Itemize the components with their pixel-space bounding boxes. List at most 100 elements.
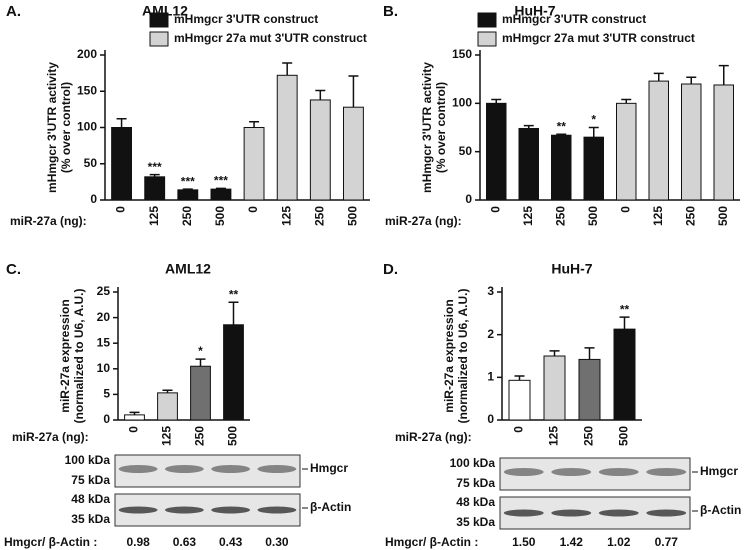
band-label: Hmgcr [310, 461, 348, 475]
ladder-label: 100 kDa [65, 453, 111, 467]
ratio-value: 0.30 [265, 535, 289, 549]
x-tick-label: 250 [582, 426, 596, 446]
blot-band [164, 506, 204, 514]
y-axis-label: mHmgcr 3'UTR activity [420, 62, 434, 193]
y-axis-label: (normalized to U6, A.U.) [456, 289, 470, 424]
bar [124, 414, 145, 421]
x-tick-label: 0 [127, 426, 141, 433]
y-axis-label: (% over control) [59, 82, 73, 173]
blot-band [551, 509, 592, 517]
x-tick-label: 125 [147, 206, 161, 226]
x-tick-label: 500 [586, 206, 600, 226]
x-axis-label: miR-27a (ng): [395, 430, 472, 444]
bar [276, 74, 298, 201]
x-tick-label: 250 [553, 206, 567, 226]
y-axis-label: mHmgcr 3'UTR activity [45, 62, 59, 193]
error-bar [549, 350, 560, 356]
x-tick-label: 125 [521, 206, 535, 226]
legend-label: mHmgcr 27a mut 3'UTR construct [502, 31, 695, 45]
x-axis-label: miR-27a (ng): [10, 214, 87, 228]
significance-label: ** [620, 302, 630, 316]
error-bar [584, 347, 595, 360]
x-axis-label: miR-27a (ng): [12, 430, 89, 444]
y-tick-label: 150 [77, 83, 97, 97]
error-bar [282, 62, 293, 76]
chart-title: AML12 [165, 261, 211, 277]
y-axis-label: (normalized to U6, A.U.) [72, 289, 86, 424]
bar [223, 324, 244, 421]
error-bar [195, 358, 206, 367]
error-bar [556, 133, 567, 136]
bar [157, 392, 178, 421]
bar [144, 176, 166, 201]
bar [713, 84, 734, 201]
blot-band [503, 509, 544, 517]
bar [613, 328, 636, 421]
bar [583, 136, 604, 201]
y-axis-label: miR-27a expression [58, 299, 72, 412]
y-axis-label: (% over control) [434, 82, 448, 173]
bar [309, 99, 331, 201]
ratio-label: Hmgcr/ β-Actin : [4, 535, 97, 549]
ratio-value: 0.98 [126, 535, 150, 549]
legend-swatch [477, 31, 497, 47]
bar [648, 80, 669, 201]
ladder-label: 75 kDa [71, 473, 110, 487]
bar [551, 134, 572, 201]
error-bar [348, 75, 359, 108]
ratio-label: Hmgcr/ β-Actin : [385, 535, 478, 549]
error-bar [621, 98, 632, 104]
blot-band [118, 465, 158, 473]
significance-label: * [591, 113, 596, 127]
ratio-value: 1.42 [560, 535, 584, 549]
ratio-value: 1.50 [512, 535, 536, 549]
error-bar [619, 316, 630, 330]
blot-band [257, 465, 297, 473]
bar [681, 83, 702, 201]
y-tick-label: 0 [103, 412, 110, 426]
bar [177, 189, 199, 201]
x-tick-label: 250 [180, 206, 194, 226]
legend-label: mHmgcr 3'UTR construct [502, 12, 646, 26]
y-tick-label: 2 [487, 327, 494, 341]
y-tick-label: 100 [452, 96, 472, 110]
ladder-label: 48 kDa [456, 495, 495, 509]
error-bar [514, 375, 525, 381]
blot-band [598, 468, 639, 476]
error-bar [249, 120, 260, 128]
significance-label: *** [214, 174, 228, 188]
blot-band [598, 509, 639, 517]
x-tick-label: 0 [114, 206, 128, 213]
x-tick-label: 125 [279, 206, 293, 226]
x-tick-label: 0 [488, 206, 502, 213]
legend-swatch [149, 31, 169, 47]
ladder-label: 75 kDa [456, 476, 495, 490]
x-tick-label: 500 [716, 206, 730, 226]
ratio-value: 1.02 [607, 535, 631, 549]
x-tick-label: 500 [213, 206, 227, 226]
bar [616, 102, 637, 201]
blot-band [211, 465, 251, 473]
significance-label: ** [229, 287, 239, 301]
error-bar [491, 98, 502, 104]
y-tick-label: 0 [487, 412, 494, 426]
y-tick-label: 150 [452, 47, 472, 61]
legend-swatch [149, 12, 169, 28]
ladder-label: 100 kDa [450, 456, 496, 470]
bar [486, 102, 507, 201]
x-tick-label: 250 [312, 206, 326, 226]
panel-label: B. [383, 3, 398, 20]
bar [508, 379, 531, 421]
y-tick-label: 50 [84, 156, 98, 170]
y-tick-label: 3 [487, 284, 494, 298]
y-tick-label: 50 [459, 144, 473, 158]
error-bar [116, 118, 127, 128]
x-tick-label: 500 [226, 426, 240, 446]
legend-label: mHmgcr 3'UTR construct [174, 12, 318, 26]
blot-band [503, 468, 544, 476]
y-tick-label: 0 [465, 192, 472, 206]
error-bar [215, 187, 226, 190]
x-tick-label: 0 [512, 426, 526, 433]
y-tick-label: 100 [77, 120, 97, 134]
ladder-label: 48 kDa [71, 492, 110, 506]
